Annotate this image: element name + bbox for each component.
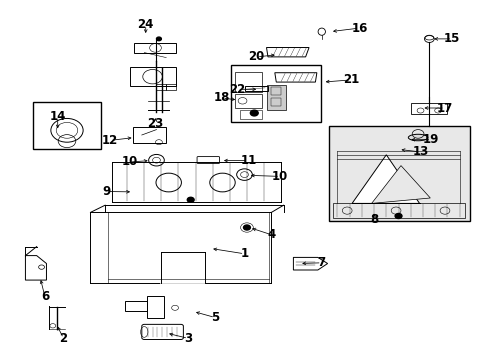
Bar — [410, 103, 447, 114]
Text: 17: 17 — [436, 102, 452, 114]
Polygon shape — [371, 166, 429, 203]
Text: 10: 10 — [121, 156, 138, 168]
Circle shape — [156, 37, 161, 41]
Bar — [146, 296, 163, 318]
Text: 16: 16 — [350, 22, 367, 35]
Bar — [230, 65, 321, 122]
Text: 15: 15 — [443, 32, 460, 45]
Bar — [266, 85, 285, 110]
Text: 22: 22 — [228, 83, 245, 96]
Text: 21: 21 — [342, 73, 359, 86]
Bar — [124, 301, 146, 311]
Text: 3: 3 — [184, 332, 192, 345]
Bar — [271, 87, 281, 95]
Text: 20: 20 — [248, 50, 264, 63]
Text: 18: 18 — [213, 91, 230, 104]
Ellipse shape — [407, 134, 427, 141]
Text: 14: 14 — [49, 111, 66, 123]
Bar — [234, 94, 261, 108]
Bar — [234, 72, 261, 92]
Text: 2: 2 — [60, 332, 67, 345]
Text: 8: 8 — [369, 213, 377, 226]
Bar — [328, 126, 469, 221]
Circle shape — [187, 197, 194, 202]
Text: 4: 4 — [267, 228, 275, 241]
Text: 7: 7 — [317, 256, 325, 269]
Polygon shape — [351, 155, 419, 203]
Text: 12: 12 — [102, 134, 118, 147]
Text: 19: 19 — [422, 133, 439, 146]
Text: 1: 1 — [240, 247, 248, 260]
Bar — [239, 110, 261, 119]
Circle shape — [394, 213, 401, 219]
Text: 6: 6 — [41, 291, 49, 303]
Bar — [133, 127, 166, 143]
Text: 9: 9 — [102, 185, 110, 198]
Text: 5: 5 — [211, 311, 219, 324]
Text: 23: 23 — [147, 117, 163, 130]
Circle shape — [250, 110, 258, 116]
Text: 24: 24 — [137, 18, 154, 31]
Bar — [129, 67, 176, 86]
Circle shape — [243, 225, 250, 230]
Bar — [271, 98, 281, 106]
Bar — [166, 84, 176, 90]
Bar — [33, 102, 101, 149]
Text: 13: 13 — [411, 145, 428, 158]
Text: 10: 10 — [271, 170, 288, 183]
Text: 11: 11 — [240, 154, 256, 167]
Bar — [156, 84, 166, 90]
